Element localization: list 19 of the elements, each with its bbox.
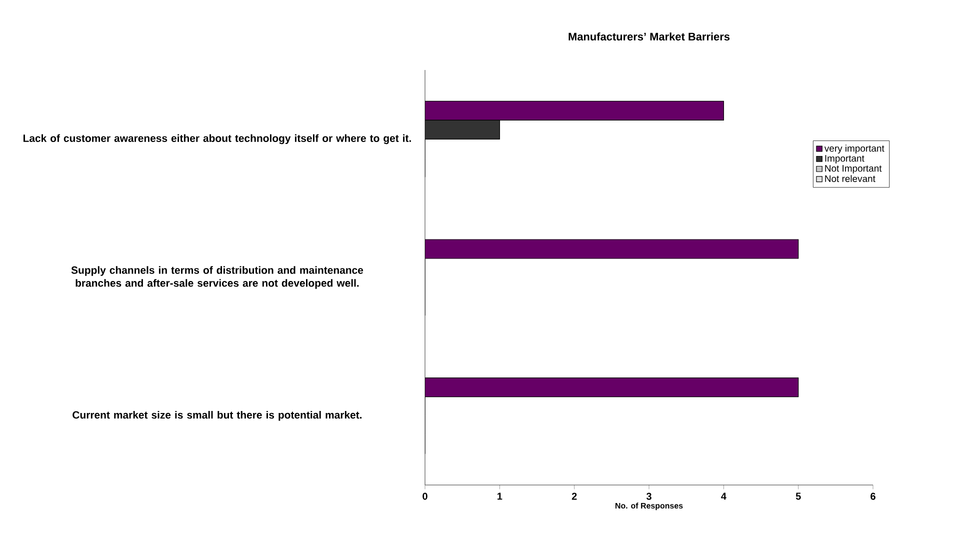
x-tick-label: 0 (422, 492, 428, 500)
x-tick-label: 1 (498, 492, 502, 500)
bar (425, 378, 799, 398)
x-tick-label: 3 (646, 492, 652, 500)
y-tick-label: Current market size is small but there is potential market. (72, 410, 362, 421)
x-tick-label: 4 (721, 492, 726, 500)
chart-title: Manufacturers’ Market Barriers (568, 32, 730, 41)
y-tick-label: Supply channels in terms of distribution and maintenance branches and after-sale services are not developed well. (71, 266, 364, 289)
legend-label: Not relevant (825, 175, 876, 182)
bar (425, 120, 500, 140)
x-tick-label: 6 (870, 492, 876, 500)
legend-label: very important (824, 144, 884, 154)
x-tick-label: 5 (796, 492, 801, 500)
legend-label: Not Important (825, 165, 882, 174)
bar (425, 100, 724, 120)
x-tick-label: 2 (572, 492, 577, 500)
bar (425, 239, 799, 259)
y-tick-label: Lack of customer awareness either about technology itself or where to get it. (23, 134, 411, 144)
legend-label: Important (825, 155, 864, 164)
